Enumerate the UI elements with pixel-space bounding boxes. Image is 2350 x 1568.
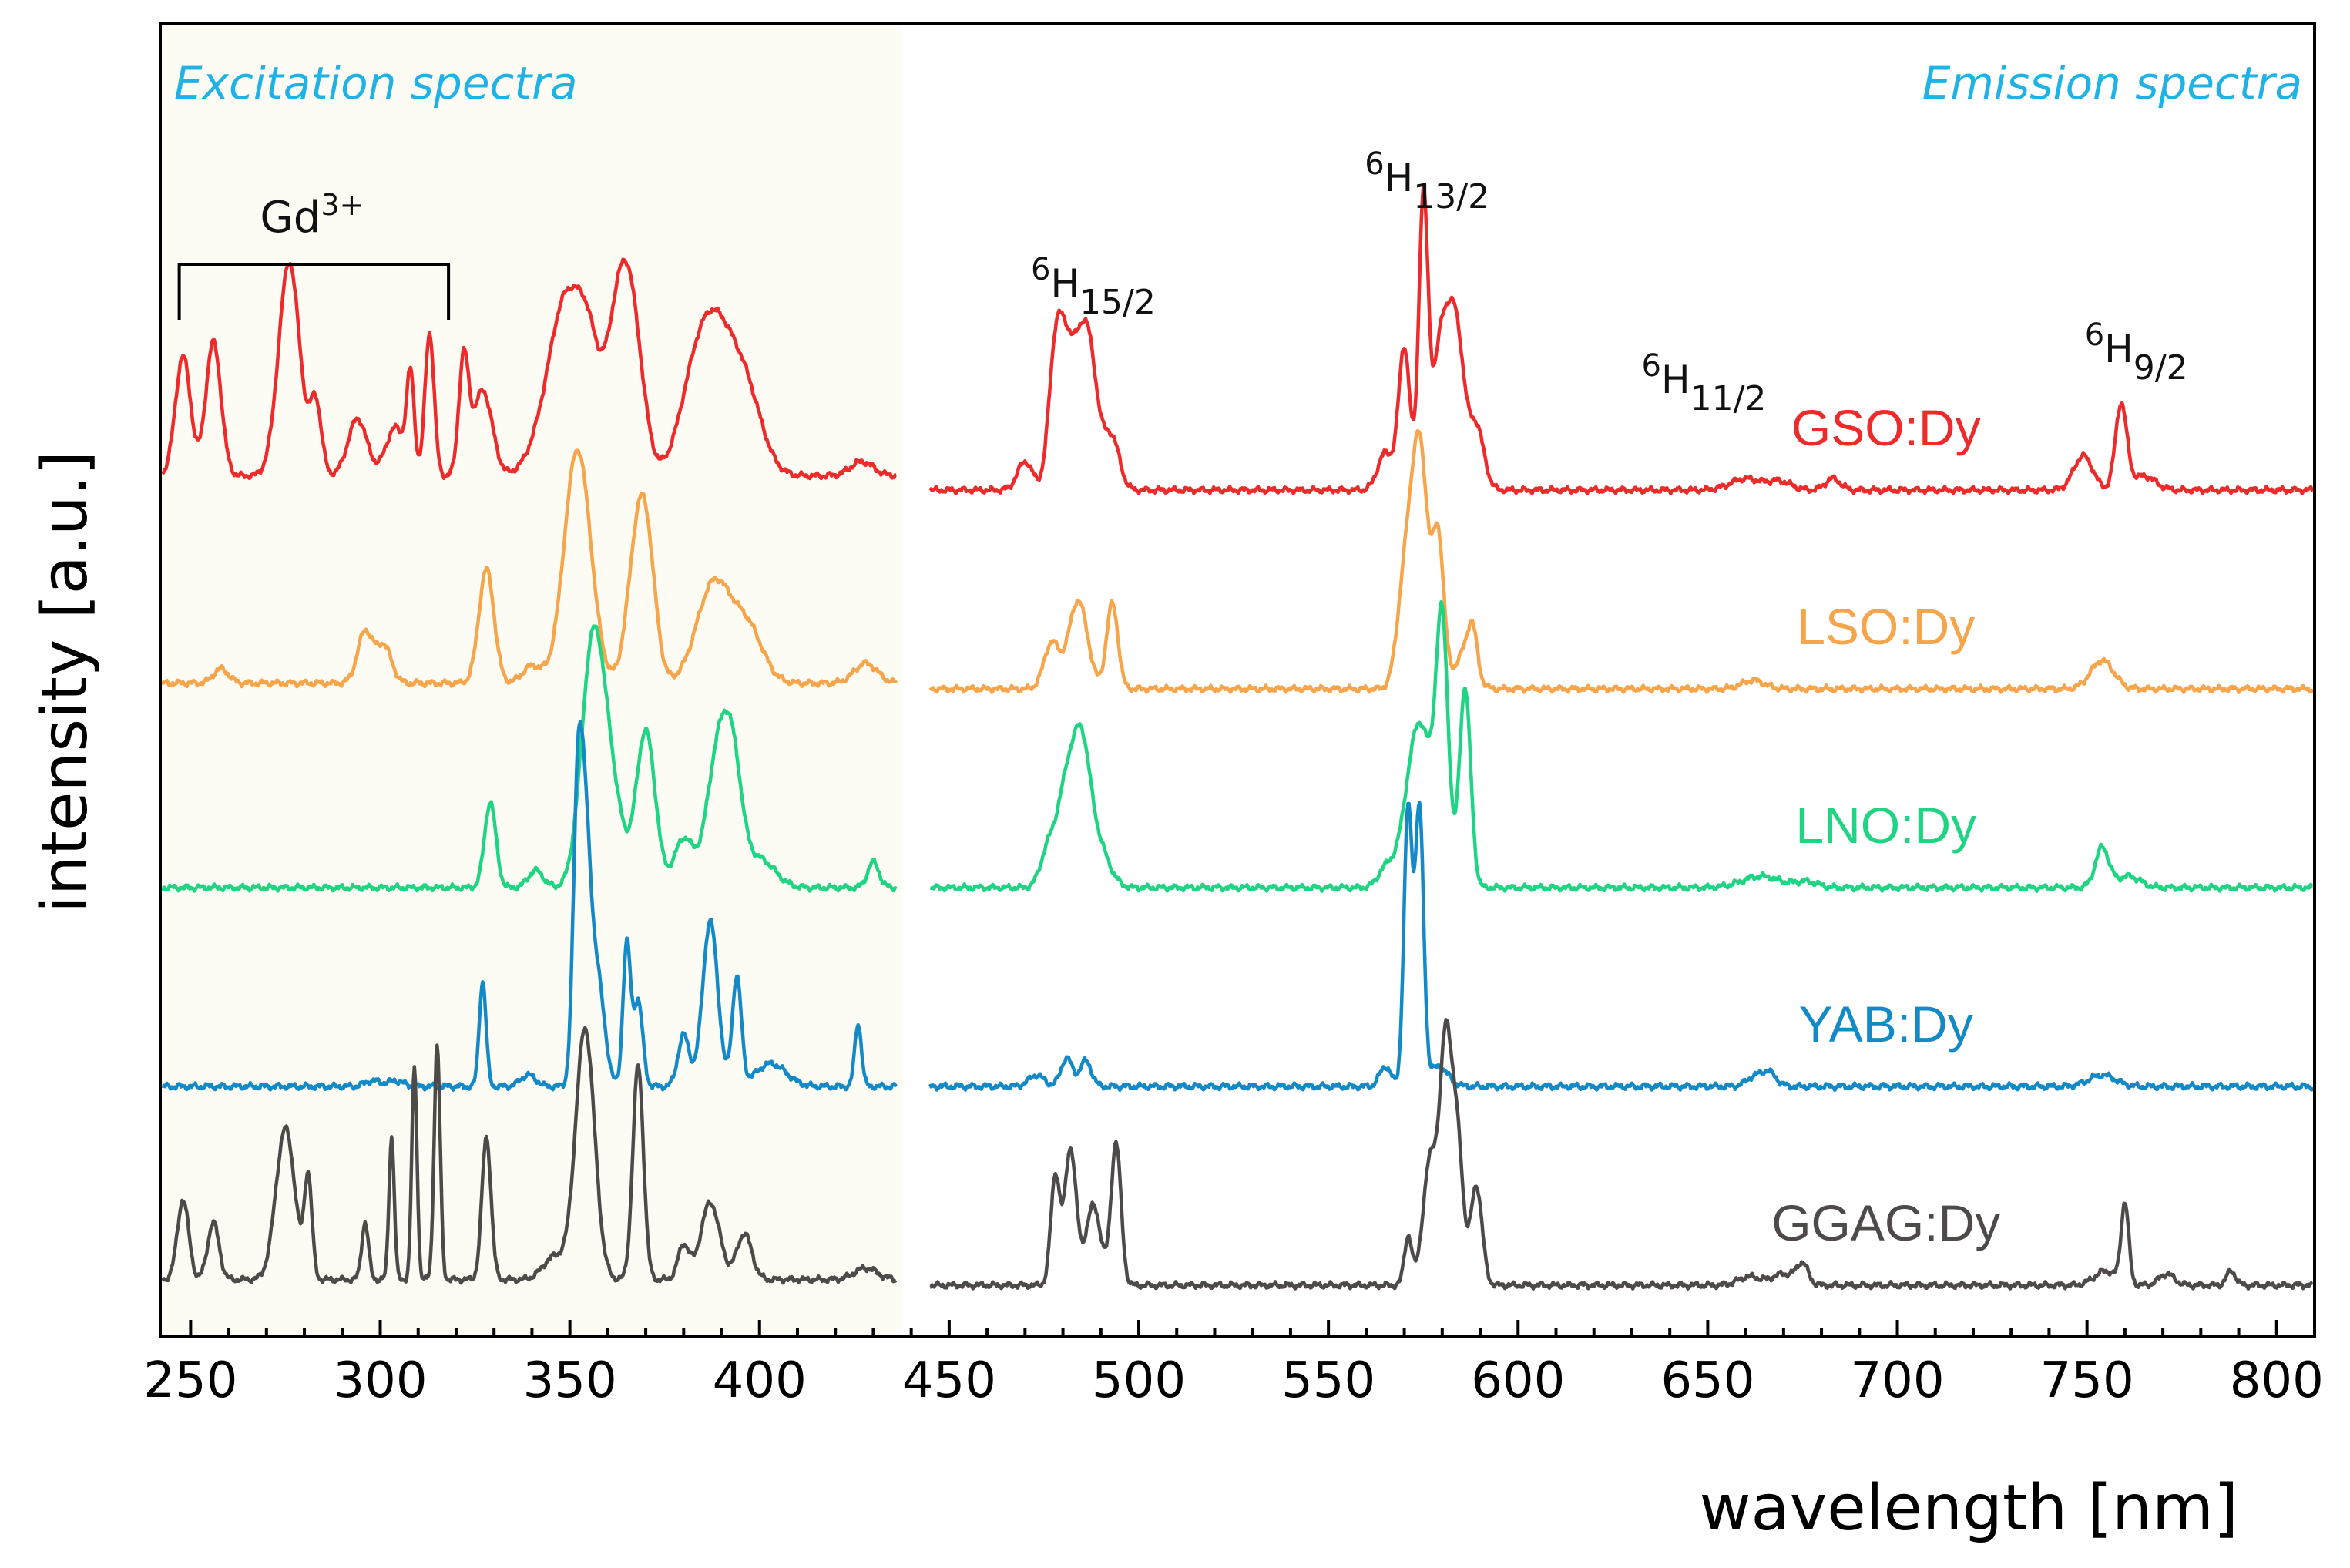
series-label: GSO:Dy [1791, 399, 1981, 456]
x-tick-label: 350 [523, 1352, 617, 1409]
series-line-emission [928, 184, 2315, 495]
y-axis-label: intensity [a.u.] [29, 451, 102, 913]
transition-sub: 13/2 [1413, 177, 1489, 217]
x-tick-label: 750 [2040, 1352, 2134, 1409]
series-line-excitation [161, 624, 898, 893]
transition-sub: 9/2 [2133, 348, 2188, 388]
transition-sup: 6 [1365, 146, 1384, 182]
transition-sup: 6 [1642, 348, 1661, 384]
series-line-excitation [160, 1026, 898, 1285]
excitation-panel-label: Excitation spectra [174, 57, 578, 109]
gd-label-superscript: 3+ [321, 188, 364, 222]
transition-label: 6H11/2 [1642, 348, 1767, 418]
series-line-excitation [161, 257, 897, 481]
x-tick-label: 700 [1850, 1352, 1944, 1409]
series-line-emission [928, 428, 2315, 694]
series-lso-dy: LSO:Dy [160, 428, 2315, 694]
x-tick-label: 800 [2230, 1352, 2324, 1409]
emission-panel-label: Emission spectra [1922, 57, 2302, 109]
series-label: LNO:Dy [1795, 797, 1976, 854]
series-yab-dy: YAB:Dy [161, 720, 2315, 1093]
x-tick-label: 650 [1660, 1352, 1754, 1409]
series-label: GGAG:Dy [1771, 1194, 2000, 1251]
transition-main: H [2104, 327, 2133, 371]
x-tick-label: 600 [1471, 1352, 1565, 1409]
x-tick-label: 550 [1281, 1352, 1375, 1409]
x-tick-label: 300 [333, 1352, 427, 1409]
transition-main: H [1385, 156, 1414, 200]
transition-sub: 15/2 [1079, 283, 1156, 322]
series-line-emission [928, 801, 2315, 1093]
x-axis-ticks: 250 300 350 400 450 500 550 600 650 700 750 800 [143, 1320, 2324, 1409]
x-tick-label: 450 [902, 1352, 996, 1409]
series-ggag-dy: GGAG:Dy [160, 1018, 2314, 1291]
x-tick-label: 400 [713, 1352, 807, 1409]
plot-frame [159, 22, 2316, 1338]
excitation-panel-background [160, 23, 902, 1337]
x-tick-label: 500 [1092, 1352, 1186, 1409]
gd-label: Gd3+ [260, 188, 364, 243]
transition-main: H [1050, 261, 1079, 306]
series-line-emission [929, 1018, 2314, 1291]
series-gso-dy: GSO:Dy [161, 184, 2315, 495]
transition-label: 6H15/2 [1031, 252, 1156, 322]
series-line-excitation [161, 720, 898, 1092]
series-group: GSO:Dy LSO:Dy LNO:Dy YAB:Dy GGAG:Dy [160, 184, 2315, 1291]
x-axis-label: wavelength [nm] [1699, 1472, 2238, 1545]
transition-label: 6H13/2 [1365, 146, 1489, 217]
transition-sub: 11/2 [1690, 379, 1767, 418]
transition-main: H [1661, 358, 1690, 402]
series-label: LSO:Dy [1797, 598, 1975, 655]
gd-bracket [177, 263, 451, 320]
x-tick-label: 250 [143, 1352, 237, 1409]
series-line-excitation [160, 448, 898, 689]
gd-label-main: Gd [260, 193, 321, 243]
series-label: YAB:Dy [1799, 996, 1973, 1053]
transition-sup: 6 [2085, 317, 2104, 353]
transition-label: 6H9/2 [2085, 317, 2188, 388]
series-line-emission [929, 599, 2314, 894]
series-lno-dy: LNO:Dy [161, 599, 2314, 894]
transition-sup: 6 [1031, 252, 1050, 287]
